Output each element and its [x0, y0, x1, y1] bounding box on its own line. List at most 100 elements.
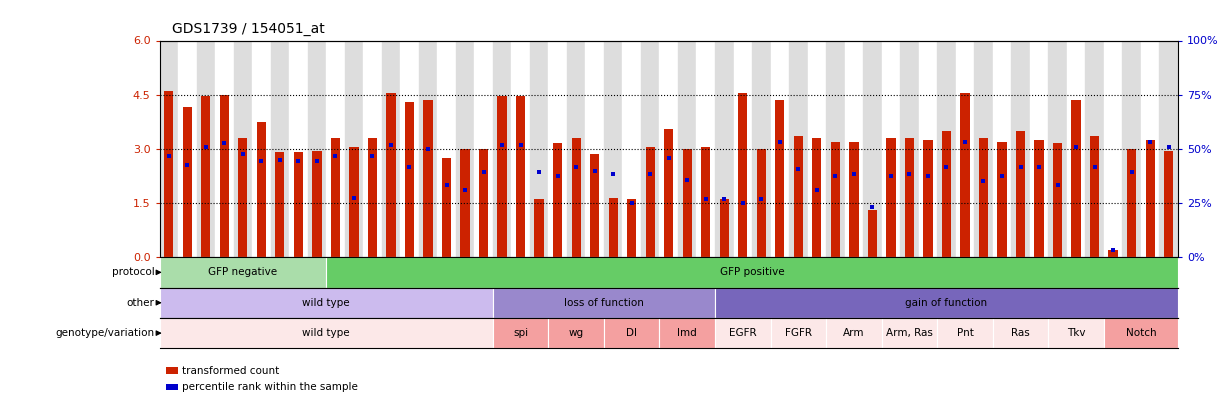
Bar [886, 138, 896, 257]
Bar [160, 257, 326, 288]
Bar [739, 93, 747, 257]
Text: transformed count: transformed count [182, 366, 279, 375]
Bar [826, 40, 844, 257]
Bar [201, 96, 211, 257]
Bar [1053, 143, 1063, 257]
Bar [548, 318, 604, 348]
Text: Imd: Imd [677, 328, 697, 338]
Bar [1126, 149, 1136, 257]
Bar [1090, 136, 1099, 257]
Bar [974, 40, 993, 257]
Bar [789, 40, 807, 257]
Bar [479, 149, 488, 257]
Bar [993, 318, 1048, 348]
Bar [553, 143, 562, 257]
Bar [475, 40, 493, 257]
Bar [1016, 131, 1025, 257]
Bar [993, 40, 1011, 257]
Bar [919, 40, 937, 257]
Bar [775, 100, 784, 257]
Bar [345, 40, 363, 257]
Bar [1066, 40, 1086, 257]
Bar [627, 199, 637, 257]
Bar [1108, 250, 1118, 257]
Bar [923, 140, 933, 257]
Bar [460, 149, 470, 257]
Bar [715, 318, 771, 348]
Bar [400, 40, 418, 257]
Text: percentile rank within the sample: percentile rank within the sample [182, 382, 357, 392]
Text: protocol: protocol [112, 267, 155, 277]
Bar [622, 40, 640, 257]
Bar [701, 147, 710, 257]
Bar [645, 147, 655, 257]
Bar [771, 40, 789, 257]
Bar [418, 40, 437, 257]
Bar [442, 158, 452, 257]
Bar [196, 40, 215, 257]
Bar [312, 151, 321, 257]
Bar [831, 142, 840, 257]
Bar [659, 318, 715, 348]
Bar [1048, 318, 1104, 348]
Bar [1146, 140, 1155, 257]
Bar [1104, 40, 1123, 257]
Bar [512, 40, 530, 257]
Bar [664, 129, 674, 257]
Text: gain of function: gain of function [906, 298, 988, 308]
Bar [331, 138, 340, 257]
Bar [1141, 40, 1160, 257]
Bar [604, 40, 622, 257]
Bar [164, 91, 173, 257]
Bar [961, 93, 969, 257]
Bar [882, 318, 937, 348]
Text: EGFR: EGFR [729, 328, 757, 338]
Bar [901, 40, 919, 257]
Bar [233, 40, 252, 257]
Bar [382, 40, 400, 257]
Bar [719, 199, 729, 257]
Text: GFP positive: GFP positive [720, 267, 784, 277]
Bar [215, 40, 233, 257]
Text: Ras: Ras [1011, 328, 1029, 338]
Bar [493, 288, 715, 318]
Bar [567, 40, 585, 257]
Bar [752, 40, 771, 257]
Text: wg: wg [568, 328, 584, 338]
Bar [590, 154, 599, 257]
Bar [290, 40, 308, 257]
Bar [904, 138, 914, 257]
Bar [252, 40, 271, 257]
Bar [548, 40, 567, 257]
Bar [515, 96, 525, 257]
Text: wild type: wild type [302, 328, 350, 338]
Bar [326, 40, 345, 257]
Bar [942, 131, 951, 257]
Text: Dl: Dl [626, 328, 637, 338]
Bar [308, 40, 326, 257]
Bar [937, 318, 993, 348]
Text: Arm: Arm [843, 328, 865, 338]
Bar [160, 288, 493, 318]
Bar [271, 40, 290, 257]
Bar [238, 138, 248, 257]
Text: wild type: wild type [302, 298, 350, 308]
Text: loss of function: loss of function [564, 298, 644, 308]
Text: Pnt: Pnt [957, 328, 973, 338]
Bar [368, 138, 377, 257]
Bar [405, 102, 413, 257]
Bar [160, 318, 493, 348]
Bar [1071, 100, 1081, 257]
Text: Arm, Ras: Arm, Ras [886, 328, 933, 338]
Bar [178, 40, 196, 257]
Bar [794, 136, 802, 257]
Bar [1104, 318, 1178, 348]
Bar [387, 93, 395, 257]
Bar [640, 40, 659, 257]
Text: GFP negative: GFP negative [209, 267, 277, 277]
Bar [293, 152, 303, 257]
Bar [867, 210, 877, 257]
Bar [1160, 40, 1178, 257]
Bar [998, 142, 1006, 257]
Bar [956, 40, 974, 257]
